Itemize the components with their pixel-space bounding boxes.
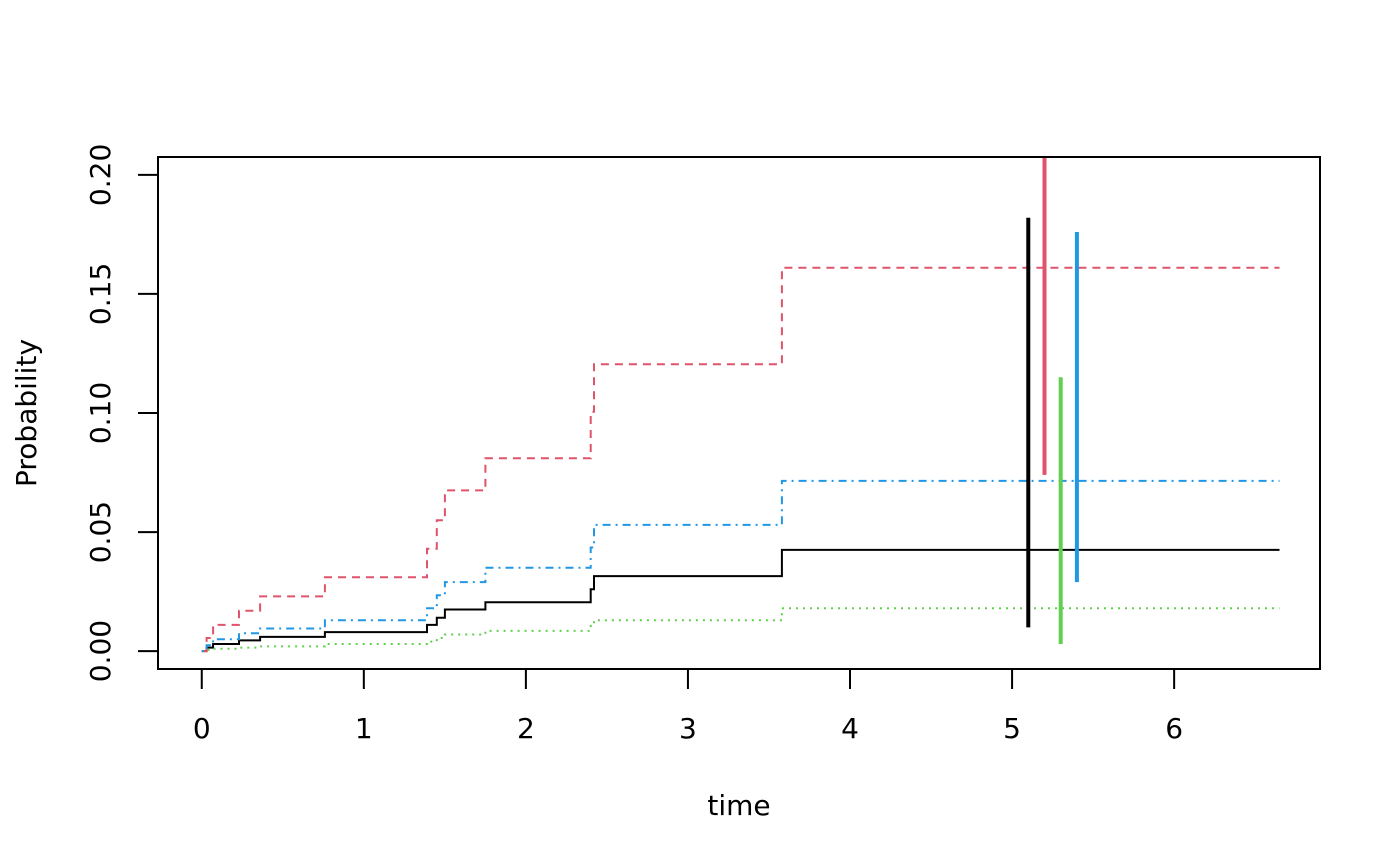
y-axis-label: Probability [10,339,43,487]
x-tick-label: 0 [193,712,211,745]
x-tick-label: 5 [1003,712,1021,745]
series-line-4 [201,479,1280,653]
y-tick-label: 0.15 [84,263,117,325]
y-tick-label: 0.10 [84,382,117,444]
y-axis: 0.00 0.05 0.10 0.15 0.20 [84,144,159,682]
x-tick-label: 2 [517,712,535,745]
series-line-2 [201,266,1280,653]
y-tick-label: 0.05 [84,501,117,563]
x-tick-label: 4 [841,712,859,745]
series-line-3 [201,607,1280,653]
x-tick-label: 6 [1165,712,1183,745]
x-tick-label: 3 [679,712,697,745]
series-line-1 [201,548,1280,653]
x-axis-label: time [707,789,770,822]
interval-layer [1026,157,1079,644]
y-tick-label: 0.20 [84,144,117,206]
y-tick-label: 0.00 [84,620,117,682]
x-tick-label: 1 [355,712,373,745]
plot-frame [157,156,1321,670]
series-layer [201,266,1280,653]
x-axis: 0 1 2 3 4 5 6 [193,668,1183,745]
